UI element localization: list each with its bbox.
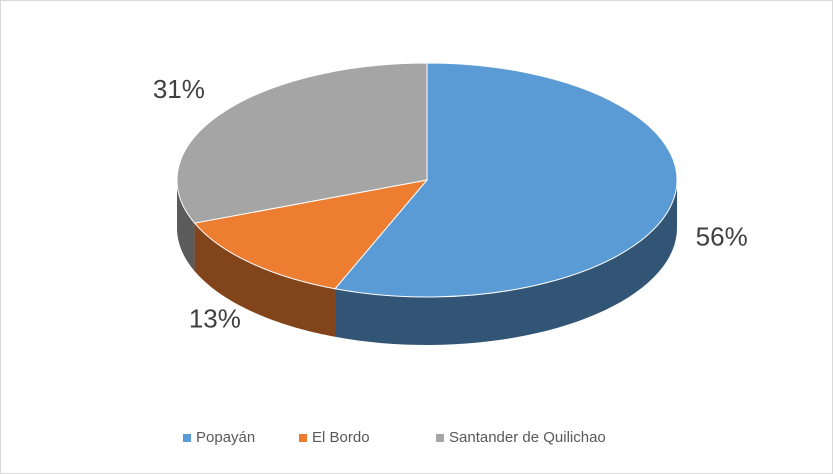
slice-side (194, 223, 335, 337)
legend-label: Popayán (196, 429, 255, 446)
legend-label: El Bordo (312, 429, 370, 446)
slice-side (334, 180, 677, 345)
data-label: 56% (696, 221, 748, 251)
slice (176, 62, 428, 224)
legend-label: Santander de Quilichao (449, 429, 606, 446)
legend-marker (299, 434, 307, 442)
data-label: 31% (153, 74, 205, 104)
legend-marker (436, 434, 444, 442)
slice (193, 179, 429, 290)
data-label: 13% (189, 303, 241, 333)
legend-marker (183, 434, 191, 442)
slice (334, 62, 678, 298)
